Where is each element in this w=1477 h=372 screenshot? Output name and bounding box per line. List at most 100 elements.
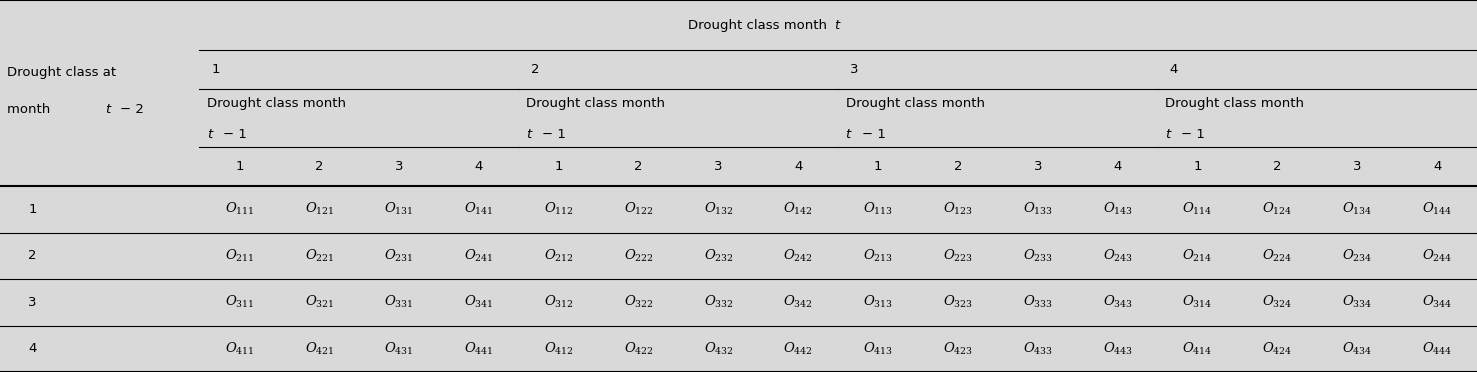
Text: $O_{312}$: $O_{312}$: [544, 294, 573, 310]
Text: month: month: [7, 103, 55, 116]
Text: 3: 3: [394, 160, 403, 173]
Text: $O_{423}$: $O_{423}$: [942, 341, 973, 357]
Text: Drought class month: Drought class month: [1165, 97, 1304, 110]
Text: − 1: − 1: [1182, 128, 1205, 141]
Text: $O_{133}$: $O_{133}$: [1024, 201, 1053, 217]
Text: $O_{442}$: $O_{442}$: [783, 341, 814, 357]
Text: $O_{431}$: $O_{431}$: [384, 341, 414, 357]
Text: t: t: [105, 103, 111, 116]
Text: $O_{342}$: $O_{342}$: [783, 294, 814, 310]
Text: $O_{334}$: $O_{334}$: [1343, 294, 1372, 310]
Text: t: t: [207, 128, 213, 141]
Text: $O_{331}$: $O_{331}$: [384, 294, 414, 310]
Text: $O_{243}$: $O_{243}$: [1103, 248, 1133, 264]
Text: 1: 1: [235, 160, 244, 173]
Text: $O_{234}$: $O_{234}$: [1343, 248, 1372, 264]
Text: $O_{212}$: $O_{212}$: [544, 248, 573, 264]
Text: $O_{213}$: $O_{213}$: [863, 248, 894, 264]
Text: $O_{422}$: $O_{422}$: [623, 341, 653, 357]
Text: 2: 2: [634, 160, 642, 173]
Text: 2: 2: [954, 160, 962, 173]
Text: $O_{141}$: $O_{141}$: [464, 201, 493, 217]
Text: t: t: [1165, 128, 1170, 141]
Text: $O_{411}$: $O_{411}$: [225, 341, 254, 357]
Text: $O_{132}$: $O_{132}$: [703, 201, 733, 217]
Text: $O_{241}$: $O_{241}$: [464, 248, 493, 264]
Text: $O_{221}$: $O_{221}$: [304, 248, 334, 264]
Text: $O_{242}$: $O_{242}$: [783, 248, 814, 264]
Text: $O_{343}$: $O_{343}$: [1103, 294, 1133, 310]
Text: − 1: − 1: [542, 128, 566, 141]
Text: $O_{424}$: $O_{424}$: [1263, 341, 1292, 357]
Text: 3: 3: [715, 160, 722, 173]
Text: $O_{332}$: $O_{332}$: [703, 294, 733, 310]
Text: Drought class month: Drought class month: [845, 97, 985, 110]
Text: $O_{224}$: $O_{224}$: [1263, 248, 1292, 264]
Text: $O_{432}$: $O_{432}$: [703, 341, 733, 357]
Text: $O_{233}$: $O_{233}$: [1024, 248, 1053, 264]
Text: Drought class month: Drought class month: [526, 97, 665, 110]
Text: $O_{443}$: $O_{443}$: [1103, 341, 1133, 357]
Text: 3: 3: [1034, 160, 1043, 173]
Text: $O_{134}$: $O_{134}$: [1343, 201, 1372, 217]
Text: 1: 1: [1193, 160, 1202, 173]
Text: $O_{112}$: $O_{112}$: [544, 201, 573, 217]
Text: 1: 1: [874, 160, 882, 173]
Text: 3: 3: [1353, 160, 1362, 173]
Text: $O_{344}$: $O_{344}$: [1422, 294, 1452, 310]
Text: $O_{122}$: $O_{122}$: [623, 201, 653, 217]
Text: $O_{341}$: $O_{341}$: [464, 294, 493, 310]
Text: $O_{421}$: $O_{421}$: [304, 341, 334, 357]
Text: 2: 2: [28, 249, 37, 262]
Text: 4: 4: [1114, 160, 1123, 173]
Text: $O_{311}$: $O_{311}$: [225, 294, 254, 310]
Text: t: t: [526, 128, 532, 141]
Text: $O_{123}$: $O_{123}$: [942, 201, 973, 217]
Text: $O_{142}$: $O_{142}$: [783, 201, 814, 217]
Text: $O_{412}$: $O_{412}$: [544, 341, 573, 357]
Text: $O_{223}$: $O_{223}$: [942, 248, 973, 264]
Text: 4: 4: [1170, 63, 1177, 76]
Text: 3: 3: [851, 63, 858, 76]
Text: $O_{144}$: $O_{144}$: [1422, 201, 1452, 217]
Text: Drought class month: Drought class month: [207, 97, 346, 110]
Text: $O_{231}$: $O_{231}$: [384, 248, 414, 264]
Text: $O_{441}$: $O_{441}$: [464, 341, 493, 357]
Text: t: t: [845, 128, 851, 141]
Text: $O_{143}$: $O_{143}$: [1103, 201, 1133, 217]
Text: 1: 1: [28, 203, 37, 216]
Text: Drought class at: Drought class at: [7, 66, 117, 79]
Text: 2: 2: [530, 63, 539, 76]
Text: − 2: − 2: [120, 103, 143, 116]
Text: $O_{131}$: $O_{131}$: [384, 201, 414, 217]
Text: $O_{222}$: $O_{222}$: [623, 248, 653, 264]
Text: 4: 4: [795, 160, 802, 173]
Text: $O_{314}$: $O_{314}$: [1183, 294, 1213, 310]
Text: t: t: [833, 19, 839, 32]
Text: $O_{321}$: $O_{321}$: [304, 294, 334, 310]
Text: $O_{232}$: $O_{232}$: [703, 248, 733, 264]
Text: $O_{111}$: $O_{111}$: [225, 201, 254, 217]
Text: $O_{413}$: $O_{413}$: [863, 341, 894, 357]
Text: $O_{433}$: $O_{433}$: [1024, 341, 1053, 357]
Text: $O_{214}$: $O_{214}$: [1183, 248, 1213, 264]
Text: $O_{322}$: $O_{322}$: [623, 294, 653, 310]
Text: $O_{414}$: $O_{414}$: [1183, 341, 1213, 357]
Text: $O_{244}$: $O_{244}$: [1422, 248, 1452, 264]
Text: 4: 4: [474, 160, 483, 173]
Text: $O_{113}$: $O_{113}$: [863, 201, 894, 217]
Text: $O_{323}$: $O_{323}$: [942, 294, 973, 310]
Text: $O_{444}$: $O_{444}$: [1422, 341, 1452, 357]
Text: $O_{114}$: $O_{114}$: [1183, 201, 1213, 217]
Text: $O_{333}$: $O_{333}$: [1024, 294, 1053, 310]
Text: 4: 4: [1433, 160, 1442, 173]
Text: Drought class month: Drought class month: [688, 19, 830, 32]
Text: $O_{211}$: $O_{211}$: [225, 248, 254, 264]
Text: $O_{324}$: $O_{324}$: [1263, 294, 1292, 310]
Text: 4: 4: [28, 342, 37, 355]
Text: − 1: − 1: [863, 128, 886, 141]
Text: $O_{434}$: $O_{434}$: [1343, 341, 1372, 357]
Text: 2: 2: [1273, 160, 1282, 173]
Text: 1: 1: [554, 160, 563, 173]
Text: $O_{313}$: $O_{313}$: [863, 294, 894, 310]
